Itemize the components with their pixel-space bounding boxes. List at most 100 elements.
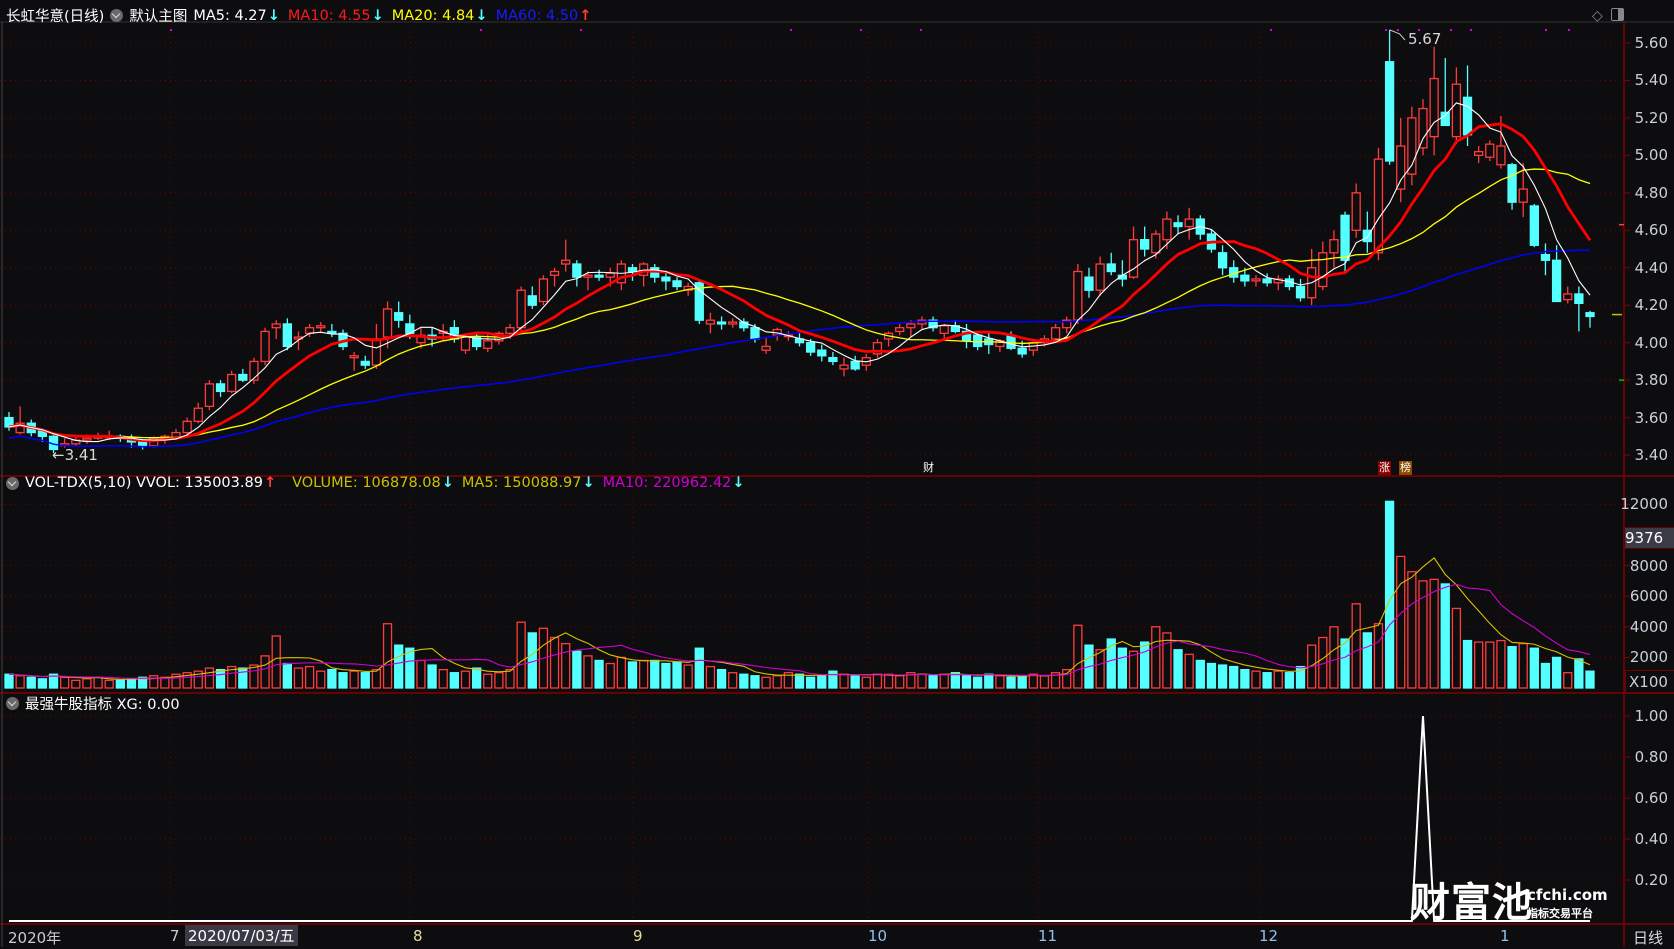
volume-bar-up: [917, 673, 927, 689]
indicator-header: 最强牛股指标 XG: 0.00: [6, 693, 186, 714]
volume-bar-up: [1351, 603, 1361, 689]
volume-bar-up: [438, 668, 448, 689]
volume-bar-up: [1028, 673, 1038, 689]
volume-bar-up: [160, 676, 170, 689]
chevron-down-icon[interactable]: [6, 476, 19, 490]
volume-bar-up: [82, 678, 92, 689]
candle-up: [1518, 188, 1528, 203]
candle-down: [817, 349, 827, 357]
price-tick-label: 5.40: [1634, 71, 1668, 90]
volume-bar-up: [895, 675, 905, 689]
candle-down: [327, 330, 337, 334]
ma20-value: MA20: 4.84: [391, 7, 475, 24]
chevron-down-icon[interactable]: [6, 697, 19, 710]
ma5-line: [8, 102, 1591, 443]
volume-bar-up: [483, 673, 493, 689]
volume-bar-down: [1585, 670, 1595, 689]
candle-up: [605, 272, 615, 278]
candle-up: [1128, 239, 1139, 278]
price-tick-label: 4.60: [1634, 221, 1668, 240]
candle-up: [1318, 252, 1328, 288]
limit-up-marker[interactable]: 涨: [1378, 461, 1391, 475]
period-label[interactable]: 日线: [1633, 929, 1664, 947]
arrow-down-icon: ↓: [441, 475, 454, 491]
ma60-value: MA60: 4.50: [495, 7, 579, 24]
x-label-month: 9: [633, 927, 643, 945]
candle-down: [716, 321, 727, 325]
candle-down: [1295, 285, 1306, 299]
main-chart-label[interactable]: 默认主图: [129, 9, 188, 25]
candle-down: [1462, 96, 1473, 136]
candle-down: [238, 373, 248, 381]
candle-up: [1485, 143, 1495, 158]
arrow-up-icon: ↑: [263, 475, 277, 491]
volume-header: VOL-TDX(5,10) VVOL: 135003.89 ↑ VOLUME: 1…: [6, 475, 753, 491]
candle-up: [728, 321, 738, 325]
diamond-icon[interactable]: ◇: [1592, 8, 1603, 24]
price-tick-label: 5.20: [1634, 108, 1668, 127]
candle-down: [1551, 259, 1562, 303]
candle-up: [505, 327, 515, 334]
watermark-brand: 财富池: [1410, 880, 1533, 926]
crosshair-date-label: 2020/07/03/五: [185, 925, 298, 946]
candle-up: [1351, 192, 1361, 231]
candle-down: [1362, 229, 1372, 243]
signal-dot: [920, 29, 922, 31]
candle-up: [1050, 327, 1061, 340]
candle-up: [193, 407, 203, 422]
candle-down: [471, 336, 482, 348]
chevron-down-icon[interactable]: [110, 9, 124, 22]
volume-bar-down: [26, 676, 36, 689]
volume-bar-up: [371, 668, 382, 689]
candle-up: [839, 364, 849, 370]
volume-bar-up: [839, 673, 849, 689]
volume-ma10-line: [8, 583, 1591, 679]
volume-tick-label: 8000: [1629, 556, 1668, 575]
candle-down: [527, 295, 537, 306]
indicator-name[interactable]: 最强牛股指标 XG: 0.00: [25, 697, 180, 713]
volume-bar-up: [1151, 626, 1161, 689]
candle-down: [972, 334, 983, 348]
volume-bar-down: [37, 678, 48, 689]
panel-toggle-icon[interactable]: [1611, 8, 1625, 21]
candle-down: [137, 441, 148, 447]
volume-bar-down: [115, 679, 125, 689]
finance-marker[interactable]: 财: [923, 461, 934, 474]
ma5-value: MA5: 4.27: [193, 7, 267, 24]
volume-bar-up: [1496, 639, 1506, 689]
candle-down: [850, 360, 860, 370]
candle-up: [249, 360, 259, 381]
chart-tools: ◇: [1592, 8, 1625, 24]
candle-up: [1162, 218, 1172, 241]
volume-bar-down: [1462, 639, 1473, 689]
volume-bar-down: [1529, 647, 1539, 689]
candle-up: [15, 422, 25, 434]
candle-down: [394, 312, 404, 321]
volume-indicator-name[interactable]: VOL-TDX(5,10) VVOL: 135003.89: [25, 475, 263, 491]
volume-bar-up: [683, 664, 693, 689]
volume-bar-up: [872, 673, 883, 689]
volume-bar-down: [427, 664, 437, 689]
stock-title[interactable]: 长虹华意(日线): [6, 9, 105, 25]
volume-bar-up: [494, 672, 504, 689]
volume-bar-up: [304, 665, 315, 689]
volume-bar-up: [316, 670, 326, 689]
volume-bar-up: [783, 672, 794, 689]
volume-bar-down: [794, 673, 805, 689]
watermark-slogan: 指标交易平台: [1527, 907, 1593, 920]
volume-bar-down: [1229, 665, 1239, 689]
volume-bar-down: [282, 662, 292, 689]
ranking-marker[interactable]: 榜: [1399, 461, 1412, 475]
volume-bar-up: [1485, 641, 1495, 689]
volume-bar-down: [1295, 665, 1306, 689]
volume-tick-label: 6000: [1629, 587, 1668, 606]
x-label-month: 12: [1259, 927, 1279, 945]
candle-down: [360, 360, 370, 366]
candle-up: [1184, 218, 1194, 228]
arrow-down-icon: ↓: [475, 7, 488, 24]
candle-up: [561, 259, 571, 265]
candle-up: [483, 340, 493, 349]
volume-bar-down: [805, 676, 816, 689]
volume-bar-down: [1240, 668, 1250, 689]
